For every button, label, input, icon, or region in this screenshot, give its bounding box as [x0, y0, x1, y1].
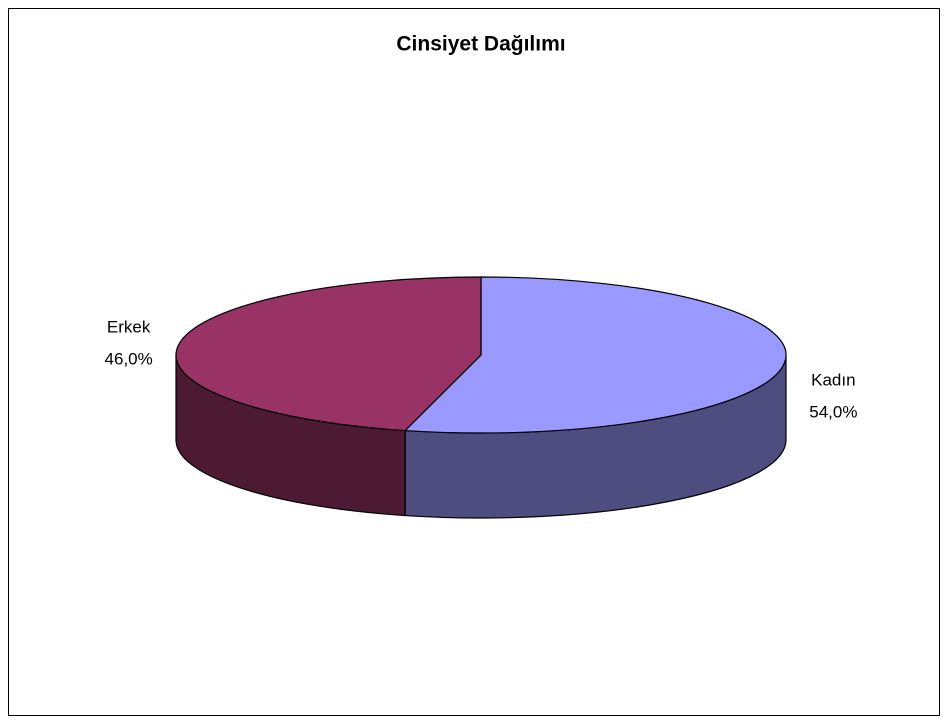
value-label: 46,0%: [105, 349, 153, 368]
pie-slice: [175, 276, 482, 432]
pie-slice: [403, 276, 787, 434]
category-label: Erkek: [107, 317, 151, 336]
value-label: 54,0%: [809, 403, 857, 422]
category-label: Kadın: [811, 371, 855, 390]
chart-title: Cinsiyet Dağılımı: [396, 33, 565, 56]
